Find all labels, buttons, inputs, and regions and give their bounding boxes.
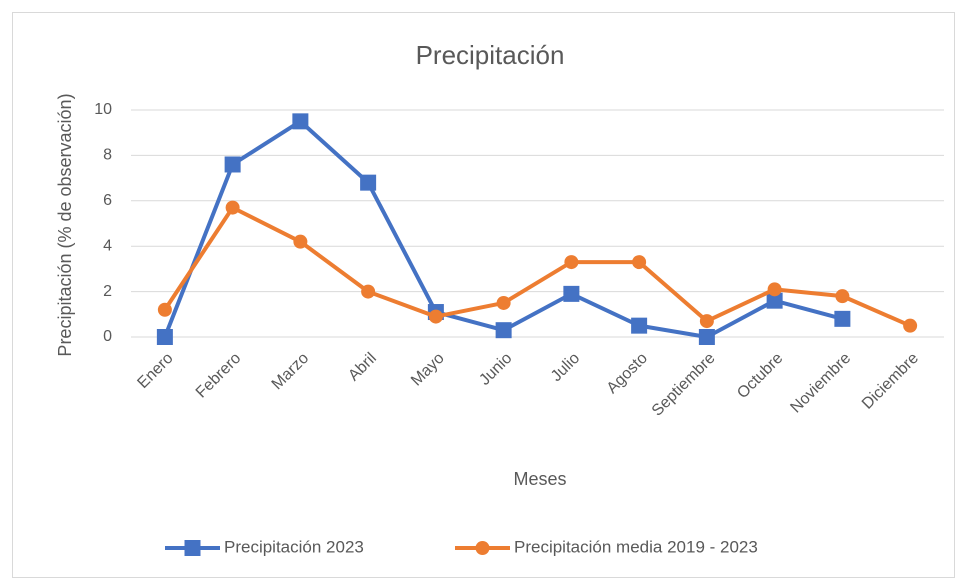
y-tick-label: 10: [94, 101, 112, 118]
data-point: [157, 302, 172, 317]
data-point: [766, 292, 783, 309]
data-point: [903, 318, 918, 333]
data-point: [632, 255, 647, 270]
data-point: [224, 156, 241, 173]
legend-label: Precipitación media 2019 - 2023: [514, 537, 758, 556]
y-tick-label: 4: [103, 237, 112, 254]
data-point: [698, 329, 715, 345]
data-point: [835, 289, 850, 304]
data-point: [360, 174, 377, 191]
data-point: [293, 234, 308, 249]
series-line: [163, 205, 911, 328]
y-tick-label: 0: [103, 328, 112, 345]
data-point: [564, 255, 579, 270]
data-point: [767, 282, 782, 297]
chart-border: [12, 12, 955, 578]
legend-marker: [184, 540, 201, 556]
data-point: [699, 314, 714, 329]
y-tick-label: 6: [103, 192, 112, 209]
data-point: [563, 285, 580, 302]
y-axis-label: Precipitación (% de observación): [55, 93, 75, 356]
y-tick-label: 8: [103, 147, 112, 164]
data-point: [156, 329, 173, 345]
data-point: [428, 309, 443, 324]
legend-label: Precipitación 2023: [224, 537, 364, 556]
data-point: [495, 322, 512, 339]
legend-marker: [475, 541, 490, 555]
data-point: [225, 200, 240, 215]
y-tick-label: 2: [103, 283, 112, 300]
data-point: [292, 113, 309, 130]
data-point: [496, 295, 511, 310]
chart-title: Precipitación: [416, 40, 565, 70]
data-point: [834, 310, 851, 327]
x-axis-label: Meses: [513, 469, 566, 489]
data-point: [631, 317, 648, 334]
data-point: [361, 284, 376, 299]
